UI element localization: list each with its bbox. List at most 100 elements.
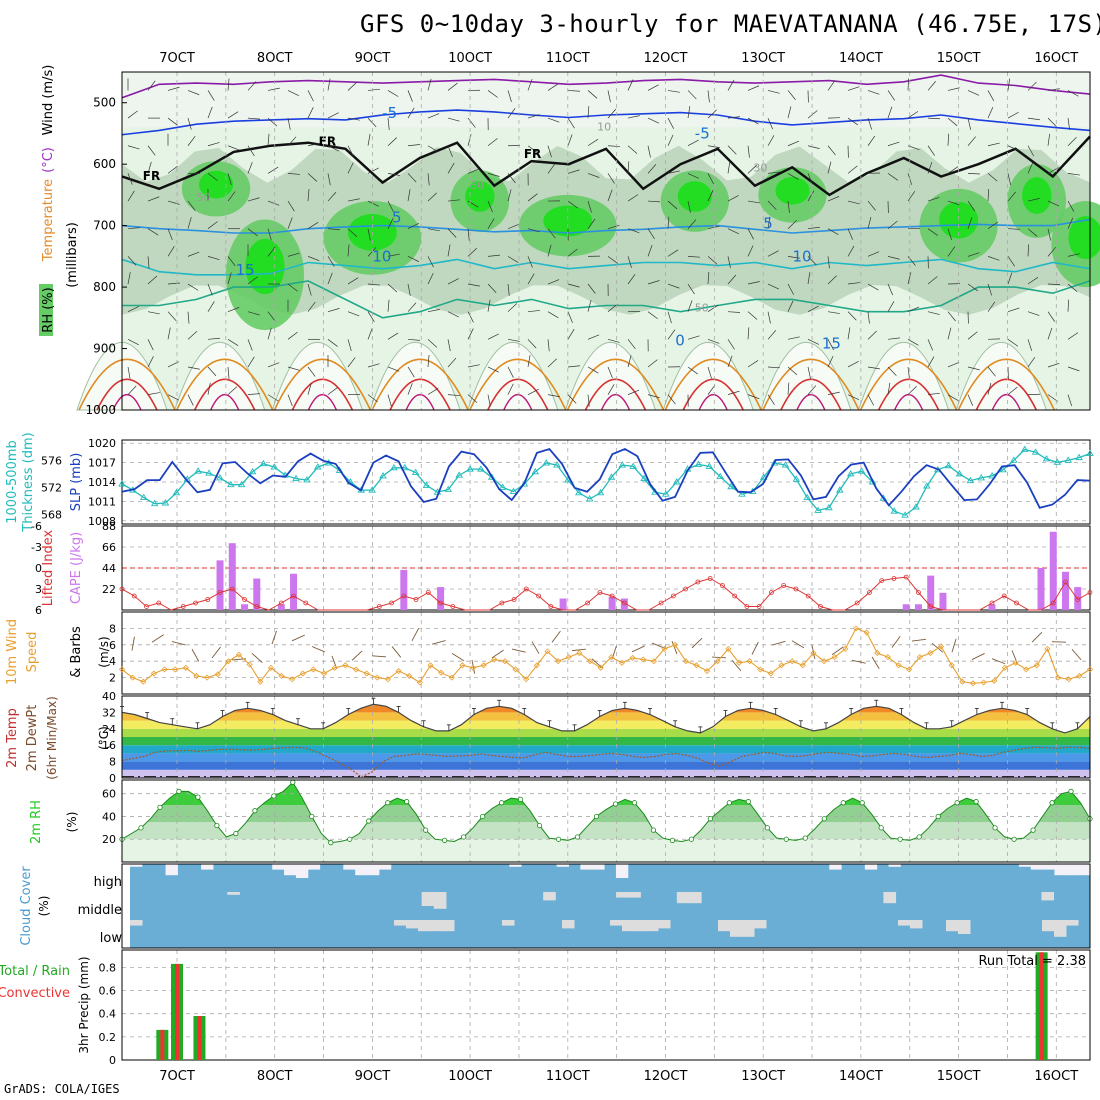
wind-barb: [367, 394, 378, 403]
wind-barb: [967, 366, 980, 371]
rh2m-marker: [935, 813, 941, 820]
wind-barb: [227, 256, 236, 267]
rh2m-marker: [954, 800, 960, 806]
wind-barb: [387, 332, 399, 340]
rh2m-marker: [1030, 827, 1036, 833]
wind-barb: [867, 251, 880, 257]
wind-barb: [947, 394, 959, 401]
rh2m-marker: [423, 827, 429, 833]
wind-barb: [1027, 198, 1040, 202]
thickness-marker: [531, 467, 540, 475]
wind-barb-10m: [171, 641, 186, 646]
wind-barb: [827, 391, 840, 395]
temp-contour-label: 5: [392, 209, 402, 227]
wind-barb: [1007, 78, 1011, 91]
wind-barb: [607, 256, 618, 264]
wind-barb: [587, 299, 592, 312]
cloud-cell-high: [1042, 864, 1055, 870]
lifted-index-marker: [597, 590, 603, 595]
cloud-cell-high: [355, 864, 368, 876]
wind-barb: [387, 366, 400, 372]
wind-barb-10m: [531, 641, 540, 654]
wind-barb: [827, 145, 836, 156]
thickness-marker: [498, 483, 507, 490]
temp-contour-25: [96, 378, 158, 411]
dry-tongue: [174, 342, 266, 411]
wind-barb-10m: [431, 640, 446, 645]
wind-barb: [807, 385, 817, 395]
wind-speed-marker: [246, 661, 253, 668]
wind-barb: [827, 355, 834, 368]
wind-speed-marker: [842, 645, 849, 652]
temp-contour-25: [877, 378, 940, 411]
wind-speed-marker: [618, 659, 626, 666]
temperature-label: Temperature: [41, 179, 56, 262]
wind-barb: [907, 256, 916, 266]
wind-barb: [187, 217, 192, 229]
wind-barb: [247, 311, 260, 316]
wind-speed-marker: [1044, 645, 1051, 652]
wind-barb: [767, 250, 779, 257]
lifted-index-marker: [401, 593, 407, 599]
wind-barb-10m: [731, 659, 742, 672]
wind-barb: [767, 366, 780, 369]
wind-speed-marker: [491, 656, 498, 663]
wind-barb: [747, 145, 750, 158]
wind-barb: [707, 190, 714, 202]
x-tick-label-top: 16OCT: [1034, 51, 1078, 66]
wind-barb: [147, 161, 152, 174]
wind-barb: [727, 79, 735, 91]
wind-barb: [987, 283, 993, 296]
wind-barb: [967, 283, 979, 292]
rh2m-marker: [195, 794, 201, 800]
thickness-marker: [379, 472, 387, 479]
wind-barb: [407, 383, 413, 395]
wind-barb: [247, 339, 253, 351]
cloud-background: [130, 864, 1090, 948]
precip-unit-label: 3hr Precip (mm): [77, 956, 91, 1053]
wind-barb: [807, 145, 820, 149]
thickness-marker: [792, 475, 801, 482]
wind-barb: [147, 196, 160, 202]
wind-barb: [287, 173, 300, 175]
wind-speed-marker: [331, 664, 338, 671]
wind-barb: [1047, 228, 1052, 241]
rh2m-marker: [138, 825, 144, 831]
wind-barb: [1047, 117, 1057, 127]
wind-barb-10m: [471, 659, 476, 674]
cloud-cell-high: [295, 864, 309, 878]
x-tick-label-top: 10OCT: [448, 51, 492, 66]
wind-barb: [1007, 228, 1021, 230]
wind-barb: [1047, 88, 1060, 91]
rh2m-marker: [1068, 788, 1074, 794]
cloud-cell-low: [130, 920, 143, 926]
wind-barb: [527, 388, 539, 395]
wind-barb: [787, 173, 799, 180]
cloud-cell-middle: [676, 892, 690, 904]
wind-speed-marker: [150, 670, 157, 677]
y-tick-label: 500: [93, 96, 116, 110]
wind-speed-marker: [384, 676, 391, 683]
wind-barb: [1047, 167, 1059, 174]
cloud-cell-middle: [1041, 892, 1055, 901]
wind-barb: [987, 221, 999, 229]
wind-barb: [247, 162, 253, 174]
cloud-cell-middle: [883, 892, 897, 904]
lifted-index-marker: [156, 600, 162, 606]
temp-contour-20: [762, 358, 860, 411]
lifted-index-marker: [695, 579, 701, 585]
lifted-index-marker: [793, 586, 799, 592]
thickness-marker: [814, 506, 822, 513]
cape-bar: [1037, 568, 1045, 610]
wind-speed-marker: [1023, 666, 1030, 673]
wind10m-label: 10m Wind: [5, 619, 20, 685]
rh-tick-label: 60: [102, 788, 116, 801]
temperature-unit-label: (°C): [41, 147, 56, 173]
wind-barb: [367, 88, 380, 91]
cloud-cell-high: [1030, 864, 1044, 870]
wind-barb: [487, 333, 499, 340]
wind-barb: [607, 304, 618, 312]
rh2m-frame: [121, 779, 1091, 863]
lifted-index-marker: [609, 593, 615, 599]
thickness-marker: [259, 459, 268, 467]
